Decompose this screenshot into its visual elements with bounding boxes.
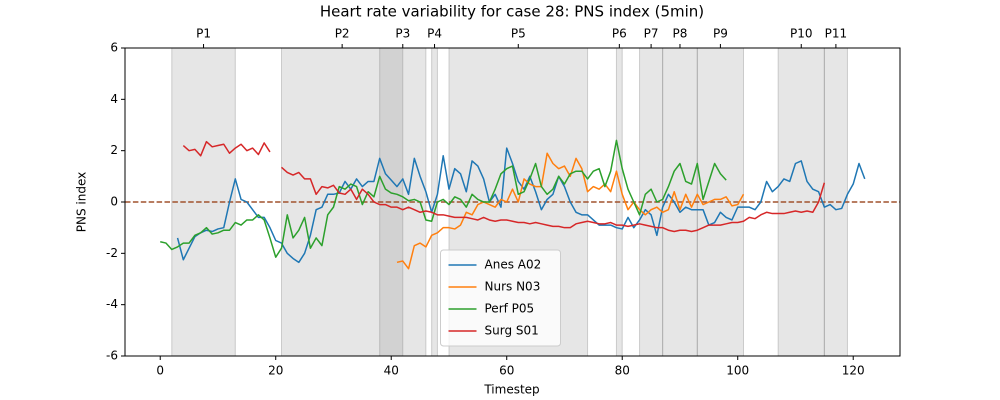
y-tick-label: 0 bbox=[110, 195, 118, 209]
x-tick-label: 40 bbox=[384, 364, 399, 378]
y-tick-label: -4 bbox=[106, 297, 118, 311]
x-axis-label: Timestep bbox=[483, 383, 539, 397]
phase-label: P9 bbox=[713, 27, 728, 41]
y-axis-label: PNS index bbox=[75, 172, 89, 232]
phase-label: P8 bbox=[673, 27, 688, 41]
phase-label: P1 bbox=[196, 27, 211, 41]
phase-label: P3 bbox=[395, 27, 410, 41]
y-tick-label: -6 bbox=[106, 349, 118, 363]
legend: Anes A02 Nurs N03 Perf P05 Surg S01 bbox=[440, 249, 561, 347]
series-line bbox=[176, 147, 866, 264]
series-line bbox=[160, 139, 727, 258]
x-tick-label: 80 bbox=[615, 364, 630, 378]
legend-box bbox=[440, 249, 561, 347]
phase-label: P10 bbox=[790, 27, 813, 41]
x-tick-label: 60 bbox=[499, 364, 514, 378]
x-tick-label: 100 bbox=[726, 364, 749, 378]
y-tick-label: 6 bbox=[110, 41, 118, 55]
x-tick-label: 0 bbox=[156, 364, 164, 378]
y-tick-label: -2 bbox=[106, 246, 118, 260]
phase-label: P4 bbox=[427, 27, 442, 41]
phase-label: P5 bbox=[511, 27, 526, 41]
chart-title: Heart rate variability for case 28: PNS … bbox=[320, 3, 704, 21]
phase-label: P11 bbox=[825, 27, 848, 41]
phase-label: P2 bbox=[335, 27, 350, 41]
phase-label: P6 bbox=[612, 27, 627, 41]
x-tick-label: 120 bbox=[842, 364, 865, 378]
series-line bbox=[396, 152, 745, 270]
x-tick-label: 20 bbox=[268, 364, 283, 378]
y-tick-label: 4 bbox=[110, 92, 118, 106]
legend-label: Anes A02 bbox=[485, 258, 542, 272]
phase-label: P7 bbox=[644, 27, 659, 41]
legend-label: Surg S01 bbox=[485, 324, 539, 338]
legend-label: Perf P05 bbox=[485, 302, 535, 316]
legend-label: Nurs N03 bbox=[485, 280, 541, 294]
y-tick-label: 2 bbox=[110, 143, 118, 157]
series-line bbox=[182, 140, 826, 233]
